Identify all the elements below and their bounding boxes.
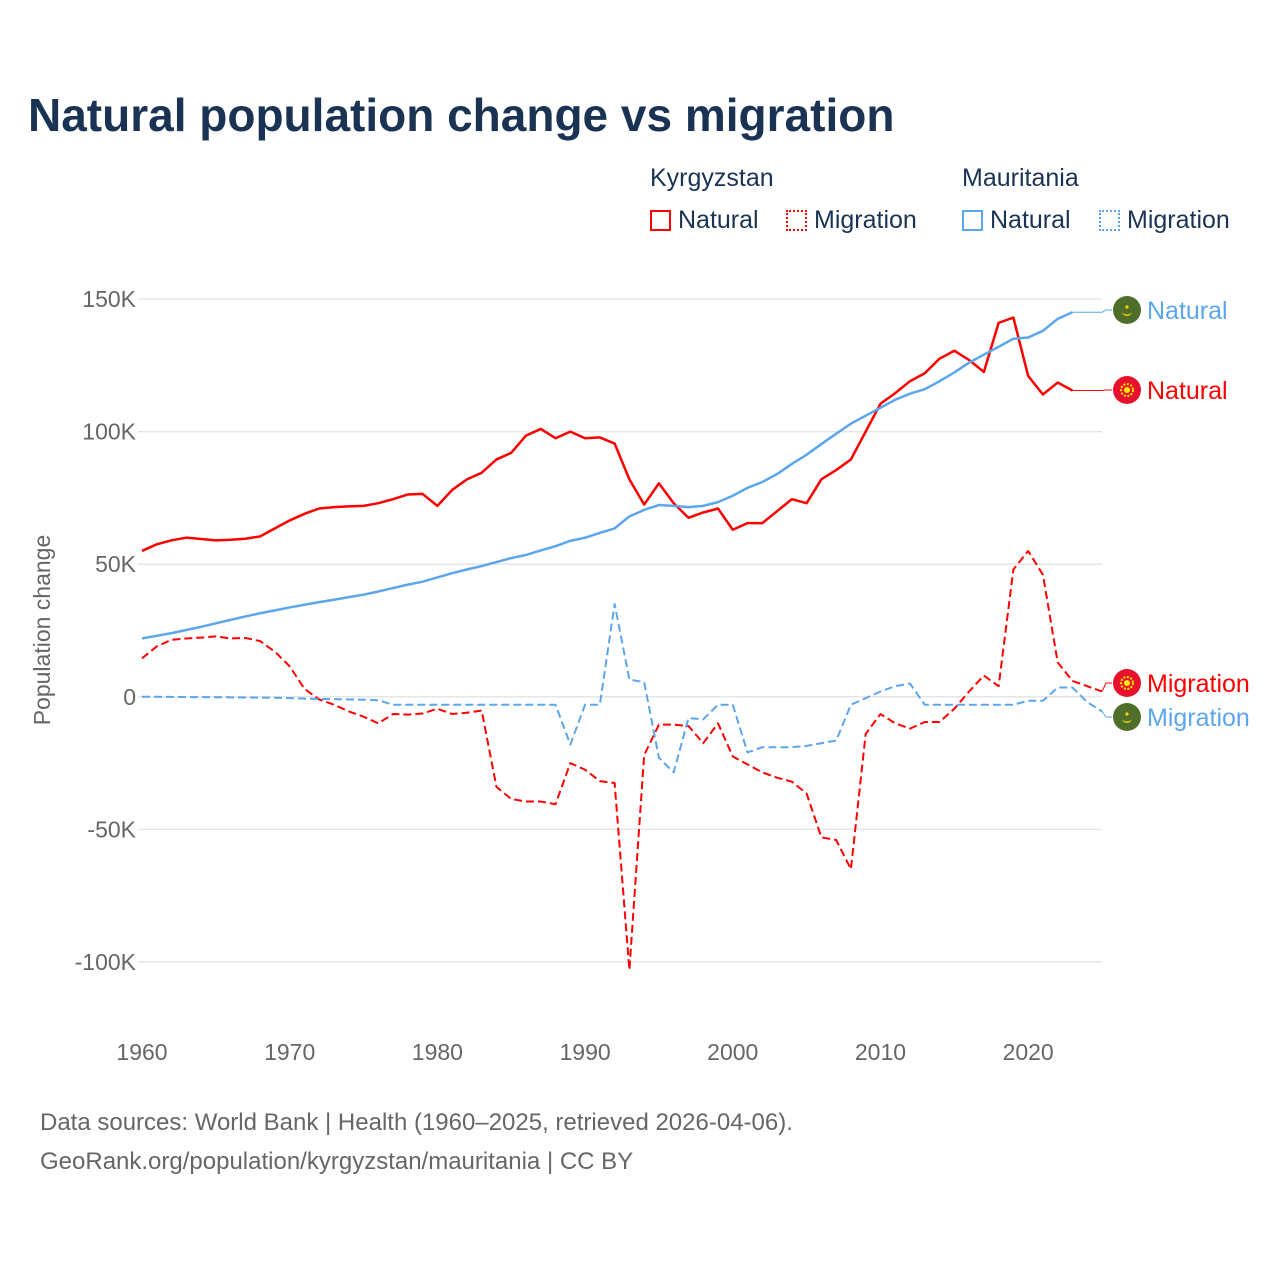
- x-tick-label: 1990: [559, 1039, 610, 1065]
- series-line-mauritania-natural: [141, 311, 1073, 640]
- x-tick-label: 1980: [412, 1039, 463, 1065]
- x-tick-label: 2020: [1003, 1039, 1054, 1065]
- y-tick-label: 0: [123, 684, 136, 710]
- flag-star-icon: [1125, 305, 1129, 309]
- legend-label: Natural: [678, 206, 759, 234]
- end-label: Migration: [1147, 670, 1250, 698]
- source-note: Data sources: World Bank | Health (1960–…: [40, 1109, 793, 1136]
- y-tick-label: -50K: [87, 816, 136, 842]
- x-tick-label: 1960: [116, 1039, 167, 1065]
- end-label: Migration: [1147, 704, 1250, 732]
- legend-label: Migration: [1127, 206, 1230, 234]
- legend-swatch-dotted-red: [786, 210, 807, 231]
- series-line-kyrgyzstan-migration: [141, 549, 1103, 971]
- legend-label: Migration: [814, 206, 917, 234]
- legend-item-kyrgyzstan-natural[interactable]: Natural: [650, 206, 759, 235]
- y-tick-label: 50K: [95, 551, 137, 577]
- end-label-connector: [1101, 711, 1112, 718]
- y-tick-label: 150K: [82, 286, 136, 312]
- mauritania-flag-icon: [1113, 296, 1141, 324]
- flag-sun-icon: [1120, 676, 1134, 690]
- legend-item-kyrgyzstan-migration[interactable]: Migration: [786, 206, 917, 235]
- series-line-mauritania-migration: [142, 602, 1103, 774]
- end-label: Natural: [1147, 377, 1228, 405]
- y-tick-label: 100K: [82, 419, 136, 445]
- legend-group-mauritania: Mauritania: [962, 164, 1079, 192]
- end-label-connector: [1101, 682, 1112, 692]
- x-tick-label: 2010: [855, 1039, 906, 1065]
- flag-sun-core: [1124, 387, 1130, 393]
- x-tick-label: 1970: [264, 1039, 315, 1065]
- end-label-connector: [1072, 309, 1112, 313]
- legend-swatch-solid-red: [650, 210, 671, 231]
- flag-crescent-icon: [1122, 718, 1132, 723]
- x-tick-label: 2000: [707, 1039, 758, 1065]
- legend-swatch-dotted-blue: [1099, 210, 1120, 231]
- chart-title: Natural population change vs migration: [28, 89, 895, 141]
- legend-item-mauritania-migration[interactable]: Migration: [1099, 206, 1230, 235]
- flag-sun-core: [1124, 680, 1130, 686]
- flag-star-icon: [1125, 712, 1129, 716]
- legend-label: Natural: [990, 206, 1071, 234]
- flag-crescent-icon: [1122, 311, 1132, 316]
- mauritania-flag-icon: [1113, 703, 1141, 731]
- legend-swatch-solid-blue: [962, 210, 983, 231]
- y-tick-label: -100K: [75, 949, 137, 975]
- series-line-kyrgyzstan-natural: [141, 316, 1074, 553]
- source-url[interactable]: GeoRank.org/population/kyrgyzstan/maurit…: [40, 1148, 634, 1175]
- legend-group-kyrgyzstan: Kyrgyzstan: [650, 164, 774, 192]
- y-axis-label: Population change: [29, 535, 55, 726]
- end-label: Natural: [1147, 297, 1228, 325]
- flag-sun-icon: [1120, 383, 1134, 397]
- legend-item-mauritania-natural[interactable]: Natural: [962, 206, 1071, 235]
